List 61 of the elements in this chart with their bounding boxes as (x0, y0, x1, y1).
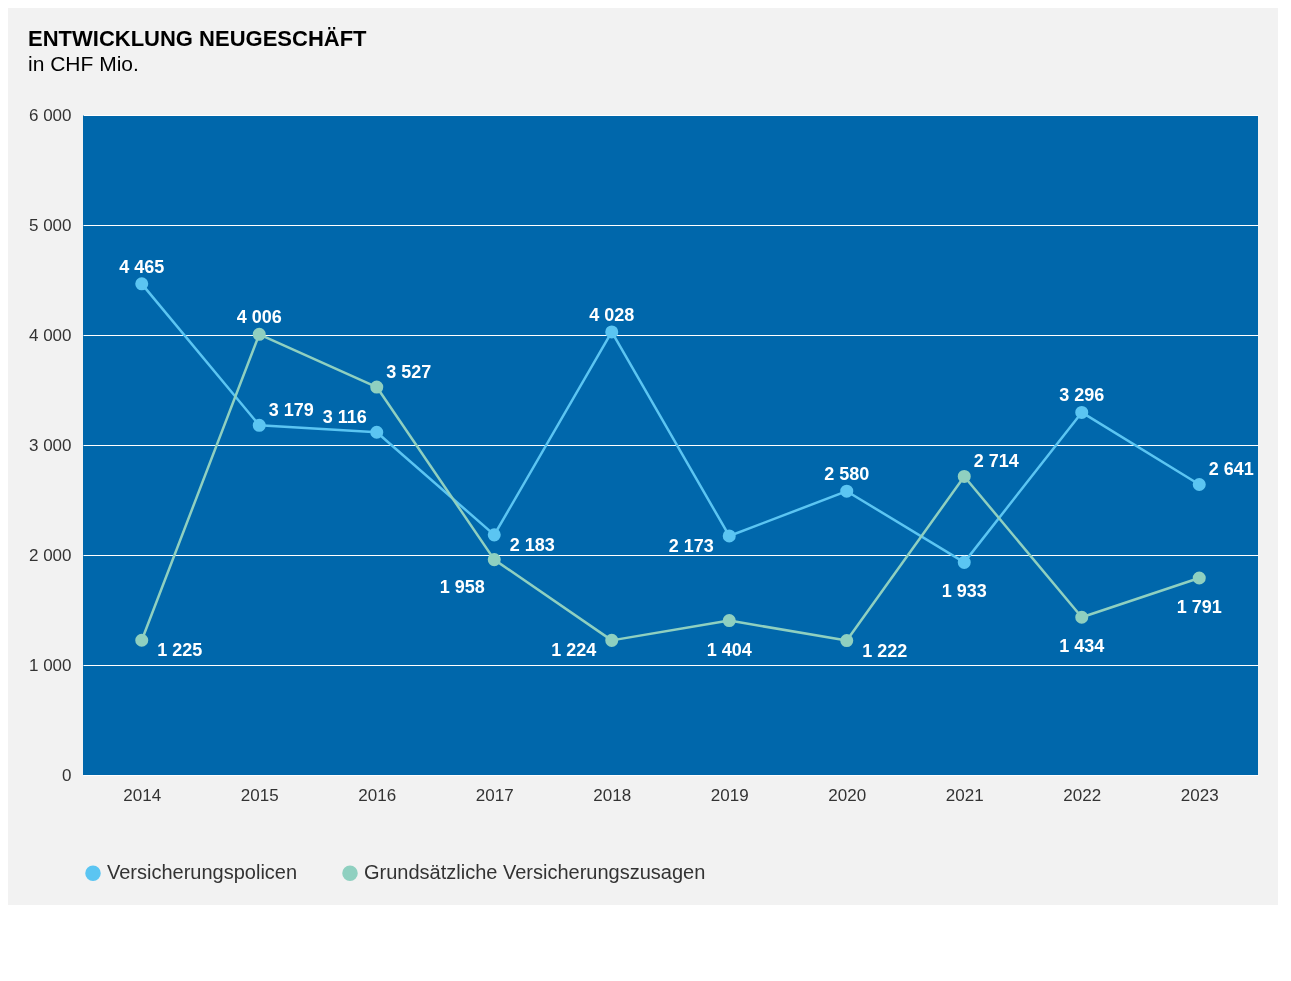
data-label: 1 224 (551, 640, 597, 661)
y-tick-label: 5 000 (28, 215, 72, 235)
data-label: 2 580 (824, 464, 870, 485)
data-label: 3 527 (386, 362, 432, 383)
data-label: 3 179 (268, 400, 314, 421)
y-tick-label: 1 000 (28, 655, 72, 675)
x-tick-label: 2014 (123, 785, 162, 805)
point (1192, 477, 1206, 491)
y-tick-label: 2 000 (28, 545, 72, 565)
point (957, 469, 971, 483)
x-tick-label: 2015 (240, 785, 279, 805)
x-tick-label: 2023 (1180, 785, 1219, 805)
x-tick-label: 2021 (945, 785, 984, 805)
data-label: 1 225 (157, 640, 203, 661)
x-tick-label: 2019 (710, 785, 749, 805)
data-label: 4 028 (589, 304, 635, 325)
point (722, 614, 736, 628)
point (1192, 571, 1206, 585)
data-label: 1 933 (941, 581, 987, 602)
chart-subtitle: in CHF Mio. (28, 52, 139, 75)
point (252, 327, 266, 341)
data-label: 3 116 (322, 407, 367, 428)
point (840, 484, 854, 498)
y-tick-label: 0 (62, 765, 72, 785)
data-label: 2 183 (509, 534, 555, 555)
data-label: 4 006 (236, 307, 282, 328)
y-tick-label: 4 000 (28, 325, 72, 345)
legend-label: Versicherungspolicen (107, 861, 298, 884)
x-tick-label: 2017 (475, 785, 514, 805)
point (487, 553, 501, 567)
x-tick-label: 2018 (593, 785, 632, 805)
data-label: 1 791 (1176, 596, 1222, 617)
x-tick-label: 2022 (1063, 785, 1102, 805)
point (252, 418, 266, 432)
point (1075, 405, 1089, 419)
point (135, 277, 149, 291)
y-tick-label: 3 000 (28, 435, 72, 455)
x-tick-label: 2016 (358, 785, 397, 805)
data-label: 2 714 (973, 451, 1019, 472)
data-label: 2 641 (1208, 459, 1254, 480)
point (605, 633, 619, 647)
point (487, 528, 501, 542)
y-tick-label: 6 000 (28, 105, 72, 125)
x-tick-label: 2020 (828, 785, 867, 805)
data-label: 4 465 (119, 256, 165, 277)
point (957, 555, 971, 569)
data-label: 1 434 (1059, 636, 1105, 657)
chart-title: ENTWICKLUNG NEUGESCHÄFT (28, 26, 368, 51)
point (1075, 610, 1089, 624)
point (135, 633, 149, 647)
point (722, 529, 736, 543)
legend-label: Grundsätzliche Versicherungszusagen (364, 861, 706, 884)
data-label: 1 404 (706, 639, 752, 660)
point (840, 634, 854, 648)
data-label: 3 296 (1059, 385, 1105, 406)
data-label: 2 173 (668, 535, 714, 556)
point (370, 425, 384, 439)
point (605, 325, 619, 339)
data-label: 1 222 (862, 640, 908, 661)
data-label: 1 958 (439, 576, 485, 597)
point (370, 380, 384, 394)
